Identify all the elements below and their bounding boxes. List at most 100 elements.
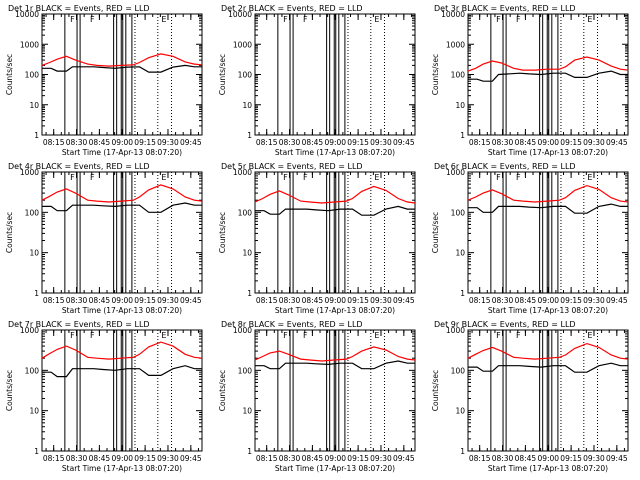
y-tick-label: 1000 xyxy=(446,168,465,177)
y-tick-label: 1000 xyxy=(20,168,39,177)
event-marker-label: F xyxy=(496,15,501,24)
y-tick-label: 10 xyxy=(29,101,39,110)
series-events-line xyxy=(468,70,628,82)
series-lld-line xyxy=(254,346,416,362)
y-tick-label: 1 xyxy=(460,447,465,456)
y-axis-label: Counts/sec xyxy=(431,54,440,95)
y-tick-label: 1 xyxy=(34,289,39,298)
x-tick-label: 09:45 xyxy=(180,296,202,305)
x-tick-label: 09:45 xyxy=(180,454,202,463)
y-axis-label: Counts/sec xyxy=(218,370,227,411)
chart-title: Det 3r BLACK = Events, RED = LLD xyxy=(434,4,576,13)
x-tick-label: 09:45 xyxy=(393,138,415,147)
y-axis-label: Counts/sec xyxy=(218,212,227,253)
x-tick-label: 08:30 xyxy=(492,296,514,305)
x-tick-label: 08:15 xyxy=(256,138,278,147)
x-tick-label: 09:15 xyxy=(134,296,156,305)
chart-title: Det 4r BLACK = Events, RED = LLD xyxy=(8,162,150,171)
chart-panel-7: Det 7r BLACK = Events, RED = LLD 1 10 100 10… xyxy=(5,320,203,473)
x-tick-label: 09:15 xyxy=(347,138,369,147)
chart-panel-3: Det 3r BLACK = Events, RED = LLD 1 10 100 10… xyxy=(431,4,629,157)
chart-title: Det 2r BLACK = Events, RED = LLD xyxy=(221,4,363,13)
x-tick-label: 09:45 xyxy=(606,454,628,463)
x-tick-label: 08:45 xyxy=(515,296,537,305)
x-tick-label: 08:45 xyxy=(89,454,111,463)
chart-panel-2: Det 2r BLACK = Events, RED = LLD 1 10 100 10… xyxy=(218,4,416,157)
chart-panel-9: Det 9r BLACK = Events, RED = LLD 1 10 100 10… xyxy=(431,320,629,473)
series-events-line xyxy=(468,203,628,214)
chart-title: Det 5r BLACK = Events, RED = LLD xyxy=(221,162,363,171)
chart-title: Det 6r BLACK = Events, RED = LLD xyxy=(434,162,576,171)
event-marker-label: F xyxy=(303,173,308,182)
x-axis-label: Start Time (17-Apr-13 08:07:20) xyxy=(62,464,182,473)
x-tick-label: 08:30 xyxy=(279,454,301,463)
x-axis-label: Start Time (17-Apr-13 08:07:20) xyxy=(62,148,182,157)
x-tick-label: 09:00 xyxy=(537,138,559,147)
y-axis-label: Counts/sec xyxy=(5,370,14,411)
x-tick-label: 09:30 xyxy=(370,454,392,463)
plot-frame xyxy=(41,13,203,136)
x-tick-label: 09:30 xyxy=(583,296,605,305)
event-marker-label: E xyxy=(374,15,379,24)
x-tick-label: 08:30 xyxy=(66,454,88,463)
chart-title: Det 8r BLACK = Events, RED = LLD xyxy=(221,320,363,329)
chart-panel-8: Det 8r BLACK = Events, RED = LLD 1 10 100 10… xyxy=(218,320,416,473)
chart-title: Det 7r BLACK = Events, RED = LLD xyxy=(8,320,150,329)
x-tick-label: 08:45 xyxy=(302,138,324,147)
x-tick-label: 09:00 xyxy=(324,296,346,305)
x-axis-label: Start Time (17-Apr-13 08:07:20) xyxy=(488,148,608,157)
y-tick-label: 10 xyxy=(455,249,465,258)
x-axis-label: Start Time (17-Apr-13 08:07:20) xyxy=(275,148,395,157)
chart-panel-5: Det 5r BLACK = Events, RED = LLD 1 10 100 10… xyxy=(218,162,416,315)
y-tick-label: 100 xyxy=(238,208,253,217)
event-marker-label: F xyxy=(516,15,521,24)
event-marker-label: F xyxy=(516,331,521,340)
y-tick-label: 1000 xyxy=(446,326,465,335)
event-marker-label: E xyxy=(587,331,592,340)
plot-frame xyxy=(467,13,629,136)
x-tick-label: 08:15 xyxy=(256,296,278,305)
series-events-line xyxy=(468,362,628,373)
series-events-line xyxy=(42,64,202,73)
y-tick-label: 10000 xyxy=(15,10,39,19)
x-tick-label: 08:45 xyxy=(89,138,111,147)
series-events-line xyxy=(42,365,202,378)
event-marker-label: E xyxy=(374,173,379,182)
chart-title: Det 9r BLACK = Events, RED = LLD xyxy=(434,320,576,329)
event-marker-label: E xyxy=(161,15,166,24)
x-tick-label: 09:00 xyxy=(324,454,346,463)
x-tick-label: 09:00 xyxy=(537,296,559,305)
x-tick-label: 09:45 xyxy=(393,296,415,305)
x-tick-label: 08:30 xyxy=(279,138,301,147)
event-marker-label: E xyxy=(587,15,592,24)
series-lld-line xyxy=(41,341,203,360)
x-tick-label: 09:30 xyxy=(157,454,179,463)
chart-panel-4: Det 4r BLACK = Events, RED = LLD 1 10 100 10… xyxy=(5,162,203,315)
chart-panel-1: Det 1r BLACK = Events, RED = LLD 1 10 100 10… xyxy=(5,4,203,157)
x-tick-label: 09:15 xyxy=(347,454,369,463)
y-tick-label: 100 xyxy=(25,71,40,80)
x-tick-label: 09:15 xyxy=(560,454,582,463)
event-marker-label: E xyxy=(587,173,592,182)
y-tick-label: 1000 xyxy=(446,40,465,49)
event-marker-label: F xyxy=(90,15,95,24)
x-tick-label: 08:15 xyxy=(256,454,278,463)
x-tick-label: 08:15 xyxy=(469,454,491,463)
plot-frame xyxy=(41,171,203,294)
y-tick-label: 10000 xyxy=(441,10,465,19)
plot-frame xyxy=(254,329,416,452)
x-tick-label: 08:30 xyxy=(492,454,514,463)
y-tick-label: 10 xyxy=(455,407,465,416)
event-marker-label: E xyxy=(374,331,379,340)
series-events-line xyxy=(42,202,202,213)
x-tick-label: 08:45 xyxy=(302,296,324,305)
y-tick-label: 1 xyxy=(34,131,39,140)
y-tick-label: 100 xyxy=(238,71,253,80)
x-tick-label: 09:45 xyxy=(393,454,415,463)
series-events-line xyxy=(255,205,415,216)
y-tick-label: 100 xyxy=(451,71,466,80)
x-tick-label: 08:15 xyxy=(43,296,65,305)
y-tick-label: 1000 xyxy=(233,40,252,49)
x-tick-label: 08:45 xyxy=(302,454,324,463)
